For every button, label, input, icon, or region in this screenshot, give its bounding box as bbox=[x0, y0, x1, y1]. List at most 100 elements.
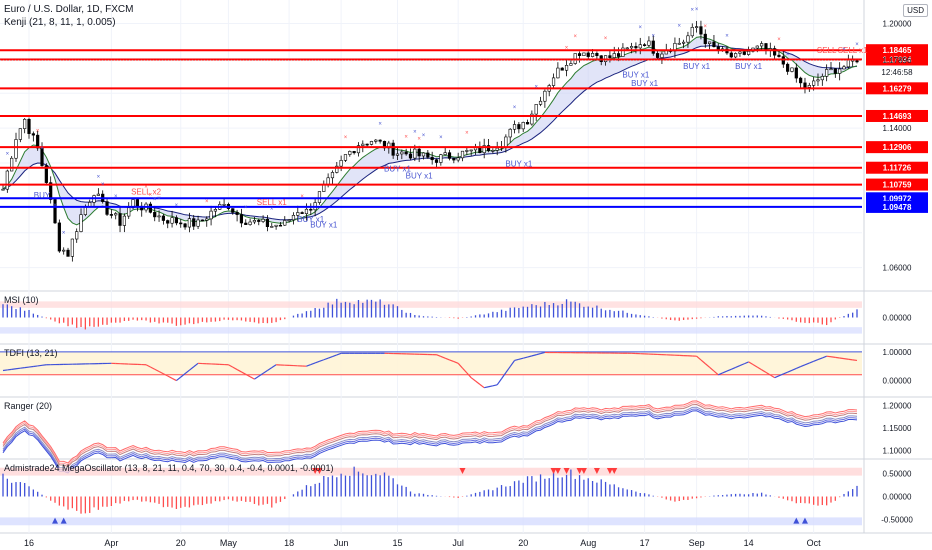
candle bbox=[690, 23, 694, 38]
candle-body bbox=[291, 215, 296, 221]
candle bbox=[634, 42, 638, 54]
tdfi-line-segment bbox=[787, 369, 793, 373]
candle-body bbox=[512, 124, 517, 130]
candle-body bbox=[36, 134, 40, 149]
signal-x-marker: × bbox=[417, 136, 421, 142]
candle-body bbox=[18, 128, 22, 140]
candle-body bbox=[608, 55, 612, 58]
sell-arrow-marker bbox=[593, 467, 600, 474]
candle-body bbox=[287, 219, 291, 222]
candle-body bbox=[62, 249, 66, 252]
candle bbox=[760, 41, 764, 50]
candle-body bbox=[261, 218, 265, 222]
tdfi-line-segment bbox=[171, 377, 177, 382]
candle-body bbox=[114, 213, 118, 216]
candle bbox=[846, 54, 850, 69]
candle-body bbox=[738, 51, 742, 54]
candle bbox=[426, 150, 430, 159]
candle bbox=[404, 148, 408, 156]
candle-body bbox=[742, 51, 746, 55]
tdfi-line-segment bbox=[752, 364, 758, 368]
candle bbox=[196, 215, 200, 229]
time-axis-label: Jun bbox=[334, 538, 349, 548]
candle-body bbox=[556, 67, 560, 79]
candle bbox=[564, 60, 569, 77]
candle bbox=[647, 36, 651, 48]
candle-body bbox=[634, 46, 638, 49]
tdfi-line-segment bbox=[453, 361, 459, 364]
candle-body bbox=[27, 118, 31, 134]
candle-body bbox=[820, 76, 824, 81]
sell-arrow-marker bbox=[459, 467, 466, 474]
candle bbox=[200, 219, 205, 222]
time-axis-label: Jul bbox=[452, 538, 464, 548]
candle-body bbox=[205, 218, 209, 221]
tdfi-line-segment bbox=[813, 359, 819, 362]
candle-body bbox=[70, 238, 74, 257]
tdfi-line-segment bbox=[839, 357, 845, 360]
candle-body bbox=[812, 80, 816, 86]
candle-body bbox=[686, 35, 690, 43]
candle-body bbox=[560, 67, 564, 71]
tdfi-line-segment bbox=[739, 363, 745, 367]
candle-body bbox=[677, 42, 681, 45]
time-axis-label: Aug bbox=[580, 538, 596, 548]
candle-body bbox=[647, 40, 651, 46]
signal-x-marker: × bbox=[149, 193, 153, 199]
candle-body bbox=[118, 213, 122, 226]
candle bbox=[283, 216, 287, 226]
candle-body bbox=[482, 145, 486, 153]
candle bbox=[291, 212, 296, 225]
candle-body bbox=[786, 63, 790, 72]
candle-body bbox=[577, 53, 582, 56]
candle-body bbox=[595, 53, 599, 57]
indicator-label[interactable]: Kenji (21, 8, 11, 1, 0.005) bbox=[4, 17, 116, 28]
candle-body bbox=[157, 215, 161, 218]
candle-body bbox=[413, 148, 417, 159]
signal-x-marker: × bbox=[114, 194, 118, 200]
tdfi-line-segment bbox=[484, 386, 489, 389]
pane-axis-label: 1.10000 bbox=[883, 447, 912, 456]
tdfi-line-segment bbox=[709, 366, 715, 372]
ranger-band-line bbox=[2, 400, 858, 464]
tdfi-line-segment bbox=[848, 358, 853, 361]
currency-button[interactable]: USD bbox=[903, 4, 928, 17]
tdfi-line-segment bbox=[306, 364, 311, 367]
tdfi-line-segment bbox=[735, 365, 741, 368]
buy-signal-label: BUY x1 bbox=[297, 215, 325, 224]
signal-x-marker: × bbox=[513, 105, 517, 111]
candle bbox=[439, 153, 443, 166]
signal-x-marker: × bbox=[270, 207, 274, 213]
signal-x-marker: × bbox=[205, 199, 209, 205]
ranger-band-line bbox=[2, 406, 858, 470]
candle bbox=[118, 207, 122, 233]
candle-body bbox=[122, 215, 126, 226]
buy-arrow-marker bbox=[52, 517, 59, 524]
candle bbox=[79, 208, 83, 233]
candle-body bbox=[495, 147, 499, 151]
candle-body bbox=[153, 212, 157, 218]
tdfi-line-segment bbox=[158, 370, 164, 375]
candle bbox=[339, 155, 343, 172]
candle-body bbox=[248, 221, 252, 225]
pane-title: Ranger (20) bbox=[4, 401, 52, 411]
candle bbox=[408, 148, 413, 160]
tdfi-line-segment bbox=[150, 366, 156, 370]
sell-arrow-marker bbox=[563, 467, 570, 474]
sell-arrow-marker bbox=[554, 467, 561, 474]
pane-title: MSI (10) bbox=[4, 295, 39, 305]
tdfi-line-segment bbox=[744, 361, 749, 365]
tdfi-line-segment bbox=[835, 356, 840, 359]
candle bbox=[833, 68, 837, 78]
candle-body bbox=[239, 214, 244, 224]
tdfi-line-segment bbox=[536, 353, 541, 356]
tdfi-line-segment bbox=[193, 362, 199, 368]
candle-body bbox=[14, 139, 18, 159]
tdfi-line-segment bbox=[271, 364, 277, 369]
candle bbox=[239, 208, 244, 228]
candle-body bbox=[651, 40, 655, 54]
tdfi-line-segment bbox=[470, 377, 476, 382]
tdfi-line-segment bbox=[314, 360, 320, 364]
level-price-label: 1.09972 bbox=[883, 194, 912, 203]
